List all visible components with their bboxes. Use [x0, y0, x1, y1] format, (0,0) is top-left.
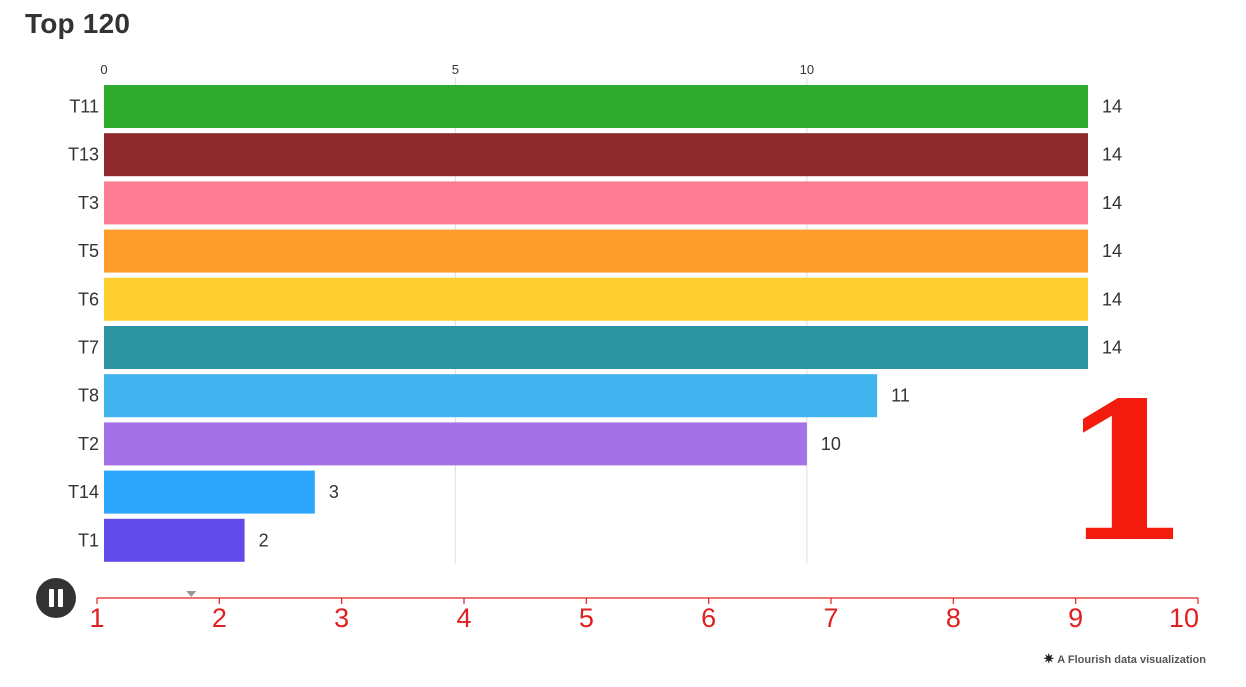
value-label: 2 — [259, 530, 269, 550]
flourish-credit[interactable]: ✷ A Flourish data visualization — [1043, 651, 1206, 667]
playback-controls: 1 2 3 4 5 6 7 8 9 10 — [0, 570, 1246, 640]
pause-icon — [49, 589, 54, 607]
current-period-label: 1 — [1059, 361, 1192, 584]
pause-button[interactable] — [36, 578, 76, 618]
timeline-label: 5 — [579, 603, 594, 633]
bars — [104, 85, 1088, 562]
bar-t5 — [104, 229, 1088, 273]
timeline-label: 6 — [701, 603, 716, 633]
category-label: T7 — [78, 338, 99, 358]
category-label: T8 — [78, 386, 99, 406]
flourish-star-icon: ✷ — [1043, 651, 1055, 666]
value-label: 3 — [329, 482, 339, 502]
x-tick-label: 0 — [100, 62, 107, 77]
timeline-label: 1 — [89, 603, 104, 633]
bar-t7 — [104, 326, 1088, 369]
bar-t2 — [104, 422, 807, 466]
bar-t1 — [104, 518, 245, 562]
value-label: 14 — [1102, 241, 1122, 261]
value-label: 14 — [1102, 193, 1122, 213]
bar-t14 — [104, 470, 315, 514]
category-label: T1 — [78, 530, 99, 550]
x-tick-label: 10 — [800, 62, 814, 77]
credit-text: A Flourish data visualization — [1057, 654, 1206, 666]
timeline-label: 4 — [456, 603, 471, 633]
bar-t6 — [104, 277, 1088, 321]
bar-t11 — [104, 85, 1088, 128]
value-label: 14 — [1102, 145, 1122, 165]
timeline-label: 10 — [1169, 603, 1199, 633]
category-label: T6 — [78, 289, 99, 309]
value-label: 10 — [821, 434, 841, 454]
value-label: 14 — [1102, 289, 1122, 309]
value-label: 11 — [891, 386, 910, 406]
category-label: T5 — [78, 241, 99, 261]
category-label: T2 — [78, 434, 99, 454]
bar-t3 — [104, 181, 1088, 225]
bar-t13 — [104, 133, 1088, 177]
value-label: 14 — [1102, 97, 1122, 117]
value-label: 14 — [1102, 338, 1122, 358]
bar-t8 — [104, 374, 878, 418]
timeline-handle[interactable] — [186, 591, 197, 597]
timeline-label: 7 — [823, 603, 838, 633]
timeline-slider[interactable]: 1 2 3 4 5 6 7 8 9 10 — [0, 570, 1246, 640]
timeline-label: 3 — [334, 603, 349, 633]
category-label: T13 — [68, 145, 99, 165]
timeline-label: 9 — [1068, 603, 1083, 633]
category-label: T11 — [69, 97, 99, 117]
chart-title: Top 120 — [25, 8, 131, 39]
pause-icon — [58, 589, 63, 607]
timeline-label: 2 — [212, 603, 227, 633]
x-tick-label: 5 — [452, 62, 459, 77]
timeline-label: 8 — [946, 603, 961, 633]
category-label: T14 — [68, 482, 99, 502]
category-label: T3 — [78, 193, 99, 213]
